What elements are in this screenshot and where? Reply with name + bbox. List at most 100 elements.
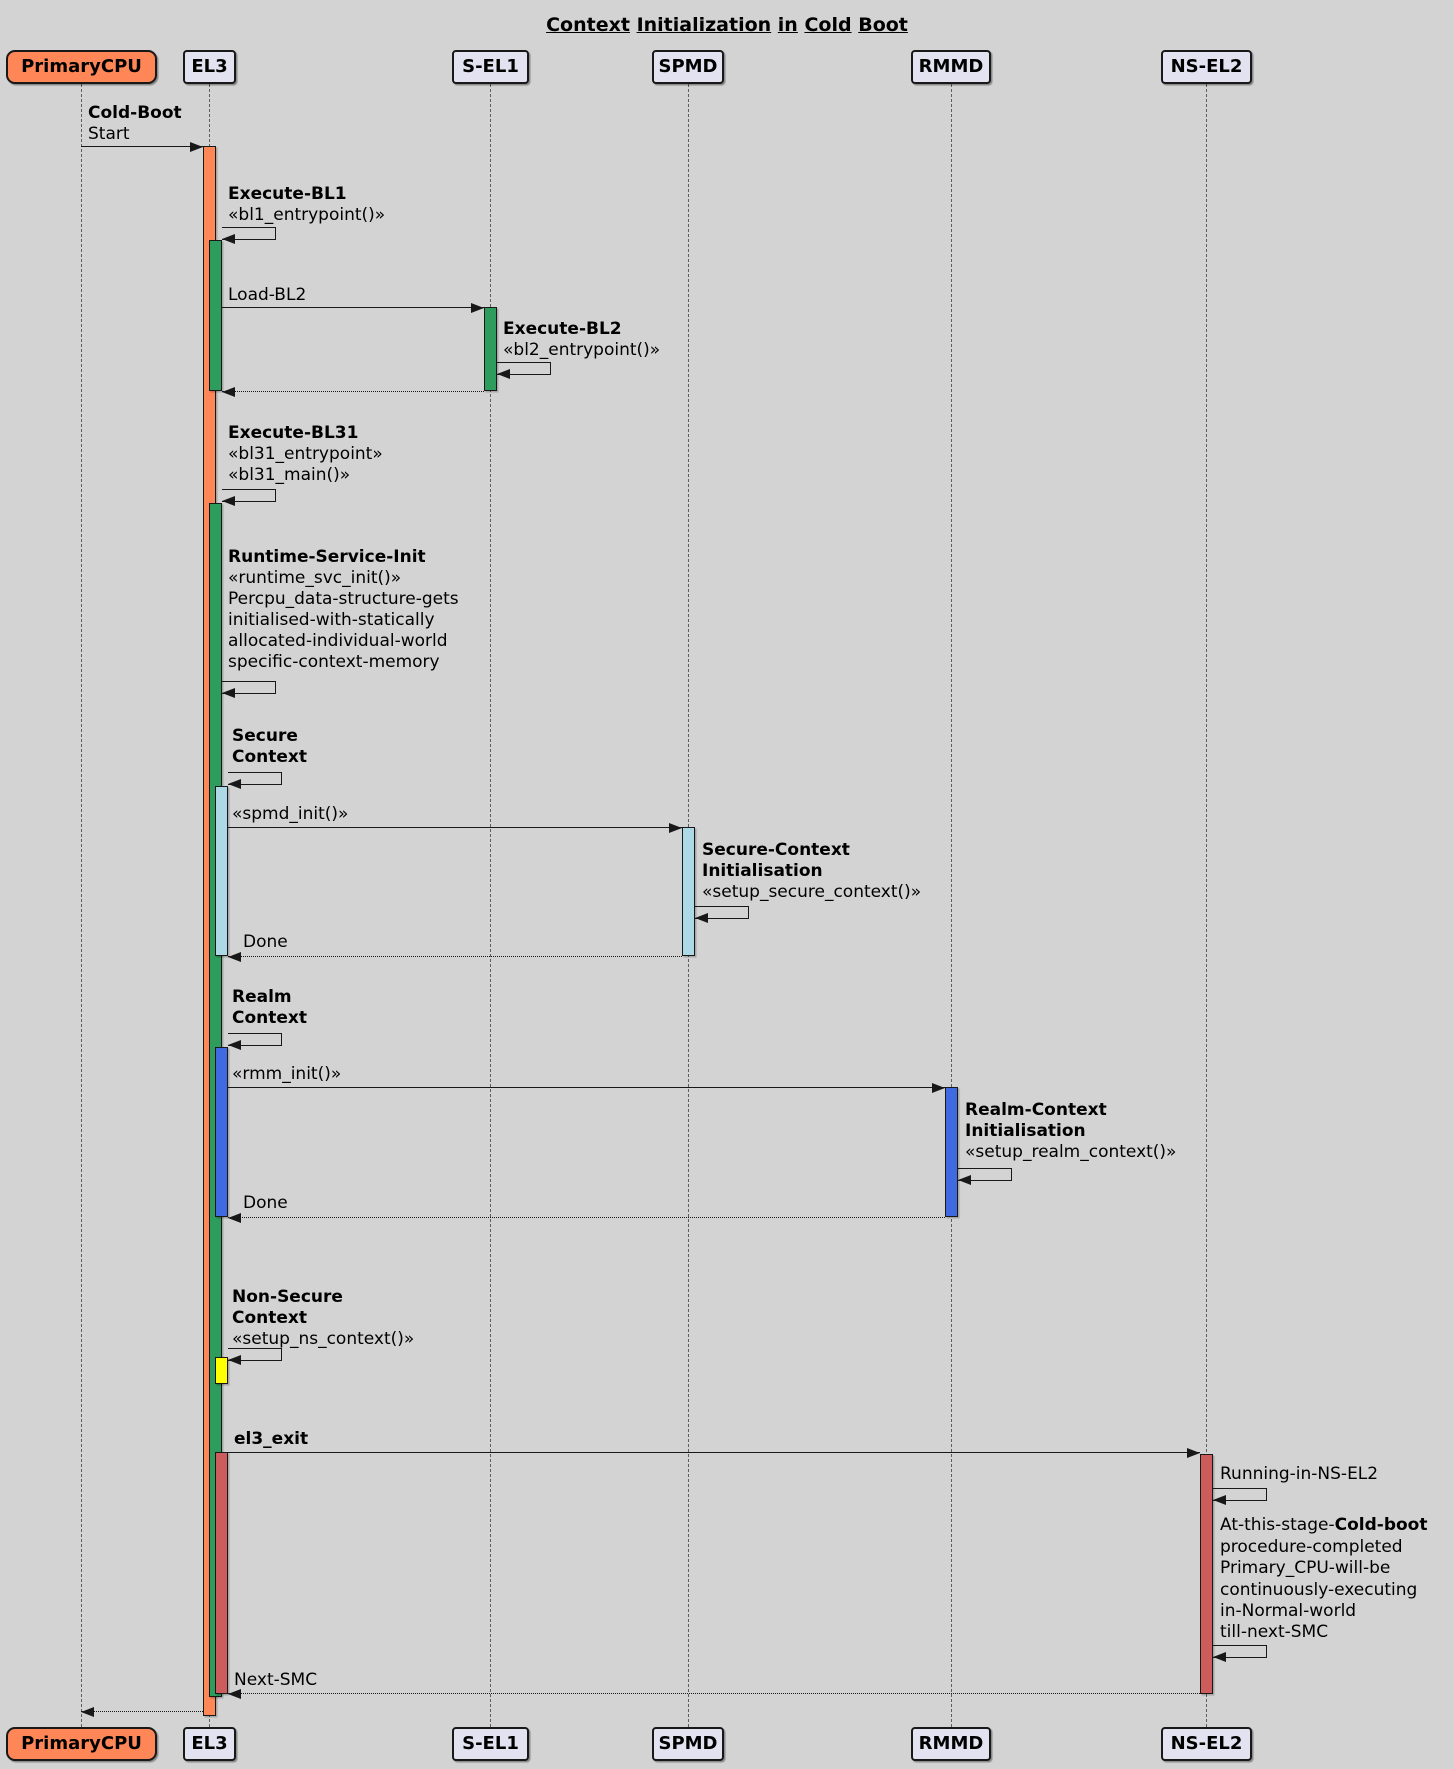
- self-call-title-execute-bl2: Execute-BL2: [503, 319, 622, 339]
- message-label-spmd-init: «spmd_init()»: [232, 804, 349, 824]
- note-line-1-bold: Cold-boot: [1334, 1515, 1428, 1535]
- participant-top-rmmd: RMMD: [911, 50, 991, 84]
- activation-el3-realm-context: [215, 1047, 228, 1217]
- self-call-loop-secure-context: [228, 772, 282, 785]
- self-call-loop-note: [1213, 1645, 1267, 1658]
- message-label-rmm-done: Done: [243, 1193, 288, 1213]
- arrowhead-execute-bl2: [497, 369, 510, 379]
- arrowhead-realm-init: [958, 1175, 971, 1185]
- self-call-title-execute-bl31: Execute-BL31: [228, 423, 359, 443]
- return-line-rmmd: [228, 1217, 945, 1218]
- self-call-loop-ns-context: [228, 1348, 282, 1361]
- participant-bottom-el3: EL3: [183, 1727, 236, 1761]
- return-line-spmd: [228, 956, 682, 957]
- note-line-5: in-Normal-world: [1220, 1601, 1357, 1621]
- self-call-loop-execute-bl1: [222, 227, 276, 240]
- lifeline-primary-cpu: [81, 84, 82, 1727]
- self-call-title-realm-context-2: Context: [232, 1008, 308, 1028]
- arrowhead-return-bl2: [222, 387, 235, 397]
- arrowhead-load-bl2: [471, 303, 484, 313]
- message-line-rmm-init: [228, 1087, 945, 1088]
- self-call-line-execute-bl2: «bl2_entrypoint()»: [503, 340, 661, 360]
- message-label-next-smc: Next-SMC: [234, 1670, 318, 1690]
- self-call-line-runtime-2: Percpu_data-structure-gets: [228, 589, 459, 609]
- self-call-title-runtime-service-init: Runtime-Service-Init: [228, 547, 426, 567]
- arrowhead-secure-context: [228, 779, 241, 789]
- arrowhead-runtime-service-init: [222, 688, 235, 698]
- message-label-load-bl2: Load-BL2: [228, 285, 307, 305]
- lifeline-rmmd: [951, 84, 952, 1727]
- self-call-line-execute-bl31-1: «bl31_entrypoint»: [228, 444, 383, 464]
- self-call-title-ns-context-2: Context: [232, 1308, 308, 1328]
- self-call-title-secure-context-1: Secure: [232, 726, 298, 746]
- activation-el3-secure-context: [215, 786, 228, 956]
- activation-ns-el2-running: [1200, 1454, 1213, 1694]
- arrowhead-execute-bl1: [222, 234, 235, 244]
- arrowhead-execute-bl31: [222, 496, 235, 506]
- arrowhead-el3-exit: [1187, 1448, 1200, 1458]
- self-call-line-secure-init: «setup_secure_context()»: [702, 882, 922, 902]
- note-line-2: procedure-completed: [1220, 1537, 1403, 1557]
- self-call-line-execute-bl1: «bl1_entrypoint()»: [228, 205, 386, 225]
- arrowhead-realm-context: [228, 1040, 241, 1050]
- message-label-start: Start: [88, 124, 130, 144]
- note-line-1: At-this-stage-Cold-boot: [1220, 1515, 1427, 1536]
- self-call-line-runtime-3: initialised-with-statically: [228, 610, 435, 630]
- participant-top-ns-el2: NS-EL2: [1161, 50, 1252, 84]
- return-line-next-smc: [228, 1693, 1200, 1694]
- self-call-title-secure-init-1: Secure-Context: [702, 840, 850, 860]
- self-call-line-realm-init: «setup_realm_context()»: [965, 1142, 1177, 1162]
- self-call-line-ns-context: «setup_ns_context()»: [232, 1329, 415, 1349]
- return-line-primary-cpu: [81, 1711, 203, 1712]
- arrowhead-return-primary-cpu: [81, 1707, 94, 1717]
- self-call-title-running: Running-in-NS-EL2: [1220, 1464, 1379, 1484]
- return-line-bl2: [222, 391, 484, 392]
- message-line-spmd-init: [228, 827, 682, 828]
- self-call-loop-running: [1213, 1488, 1267, 1501]
- activation-el3-bl1: [209, 240, 222, 391]
- message-line-el3-exit: [228, 1452, 1200, 1453]
- participant-bottom-s-el1: S-EL1: [452, 1727, 529, 1761]
- message-label-cold-boot: Cold-Boot: [88, 103, 182, 123]
- self-call-title-realm-init-2: Initialisation: [965, 1121, 1086, 1141]
- activation-s-el1-bl2: [484, 307, 497, 391]
- arrowhead-cold-boot: [190, 142, 203, 152]
- participant-bottom-rmmd: RMMD: [911, 1727, 991, 1761]
- self-call-title-realm-context-1: Realm: [232, 987, 292, 1007]
- arrowhead-return-rmmd: [228, 1213, 241, 1223]
- note-line-4: continuously-executing: [1220, 1580, 1418, 1600]
- activation-el3-ns-context: [215, 1357, 228, 1384]
- message-line-cold-boot: [81, 146, 203, 147]
- arrowhead-running: [1213, 1495, 1226, 1505]
- self-call-title-secure-context-2: Context: [232, 747, 308, 767]
- note-line-3: Primary_CPU-will-be: [1220, 1558, 1391, 1578]
- message-label-spmd-done: Done: [243, 932, 288, 952]
- note-line-1-prefix: At-this-stage-: [1220, 1515, 1335, 1535]
- self-call-loop-runtime-service-init: [222, 681, 276, 694]
- self-call-title-execute-bl1: Execute-BL1: [228, 184, 347, 204]
- self-call-loop-execute-bl2: [497, 362, 551, 375]
- arrowhead-return-spmd: [228, 952, 241, 962]
- self-call-loop-execute-bl31: [222, 489, 276, 502]
- participant-bottom-ns-el2: NS-EL2: [1161, 1727, 1252, 1761]
- participant-bottom-primary-cpu: PrimaryCPU: [6, 1727, 157, 1761]
- self-call-title-realm-init-1: Realm-Context: [965, 1100, 1107, 1120]
- arrowhead-next-smc: [228, 1689, 241, 1699]
- participant-top-s-el1: S-EL1: [452, 50, 529, 84]
- self-call-title-secure-init-2: Initialisation: [702, 861, 823, 881]
- arrowhead-secure-init: [695, 913, 708, 923]
- self-call-title-ns-context-1: Non-Secure: [232, 1287, 343, 1307]
- participant-top-el3: EL3: [183, 50, 236, 84]
- self-call-loop-secure-init: [695, 906, 749, 919]
- lifeline-ns-el2: [1206, 84, 1207, 1727]
- message-line-load-bl2: [222, 307, 484, 308]
- arrowhead-ns-context: [228, 1355, 241, 1365]
- arrowhead-spmd-init: [669, 823, 682, 833]
- participant-top-primary-cpu: PrimaryCPU: [6, 50, 157, 84]
- self-call-loop-realm-context: [228, 1033, 282, 1046]
- self-call-line-execute-bl31-2: «bl31_main()»: [228, 465, 351, 485]
- note-line-6: till-next-SMC: [1220, 1622, 1329, 1642]
- self-call-line-runtime-1: «runtime_svc_init()»: [228, 568, 402, 588]
- activation-spmd-secure-context: [682, 827, 695, 956]
